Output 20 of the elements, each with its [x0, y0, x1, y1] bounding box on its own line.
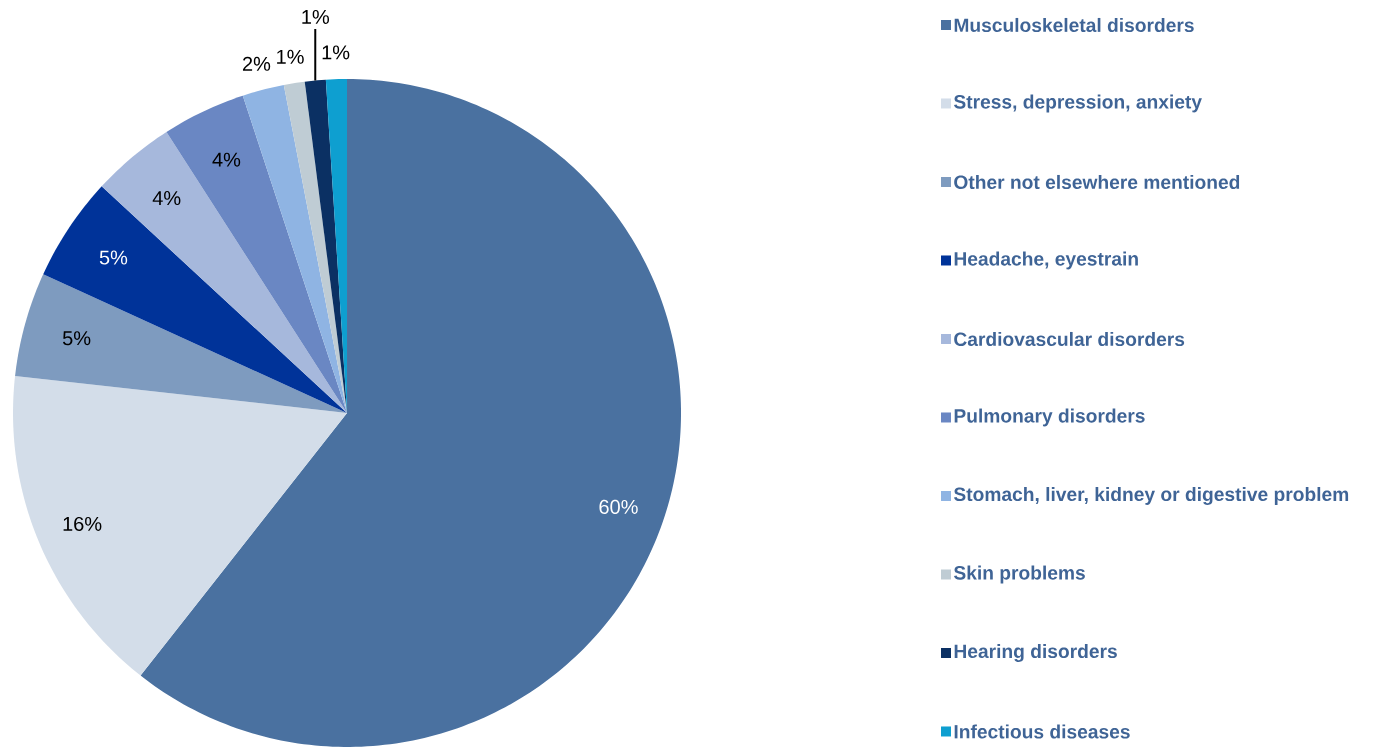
data-label: 5% [99, 250, 128, 265]
legend-label: Hearing disorders [954, 644, 1117, 662]
legend-label: Cardiovascular disorders [954, 331, 1185, 347]
data-label: 4% [212, 152, 241, 167]
data-label: 1% [277, 49, 304, 64]
legend-label: Headache, eyestrain [954, 251, 1138, 270]
legend-label: Infectious diseases [954, 724, 1130, 739]
legend-label: Stomach, liver, kidney or digestive problem [953, 487, 1349, 505]
legend-label: Stress, depression, anxiety [953, 94, 1202, 113]
legend-label: Other not elsewhere mentioned [954, 174, 1240, 190]
data-label: 16% [63, 516, 102, 532]
legend-label: Pulmonary disorders [954, 408, 1145, 427]
legend-label: Skin problems [953, 565, 1085, 584]
data-label: 5% [62, 331, 91, 346]
legend-label: Musculoskeletal disorders [954, 17, 1194, 33]
data-label: 1% [302, 9, 330, 24]
data-label: 2% [242, 56, 271, 71]
data-label: 4% [152, 191, 181, 206]
data-label: 60% [599, 499, 638, 514]
data-label: 1% [322, 45, 350, 60]
